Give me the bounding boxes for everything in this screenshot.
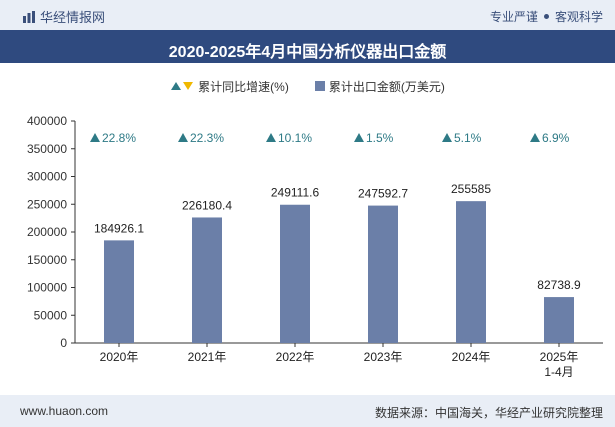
growth-up-triangle-icon xyxy=(442,133,452,142)
footer-banner xyxy=(0,395,615,427)
growth-up-triangle-icon xyxy=(90,133,100,142)
tagline-dot-icon xyxy=(543,14,549,19)
y-tick-label: 50000 xyxy=(34,308,68,322)
growth-up-triangle-icon xyxy=(178,133,188,142)
x-tick-label: 2023年 xyxy=(364,350,403,364)
title-bar xyxy=(0,30,615,63)
bar xyxy=(104,240,134,343)
bar-value-label: 82738.9 xyxy=(537,278,581,292)
footer-site: www.huaon.com xyxy=(20,404,109,418)
x-tick-label: 2021年 xyxy=(188,350,227,364)
x-tick-label: 2024年 xyxy=(452,350,491,364)
legend-label-growth: 累计同比增速(%) xyxy=(198,79,289,94)
growth-up-triangle-icon xyxy=(266,133,276,142)
brand-logo-icon xyxy=(23,10,35,23)
legend-label-export: 累计出口金额(万美元) xyxy=(328,79,445,94)
growth-up-triangle-icon xyxy=(530,133,540,142)
x-tick-label: 2022年 xyxy=(276,350,315,364)
bar xyxy=(280,204,310,343)
y-tick-label: 200000 xyxy=(27,225,67,239)
growth-value-label: 6.9% xyxy=(542,131,570,145)
x-tick-label: 1-4月 xyxy=(544,365,573,379)
tagline-right: 客观科学 xyxy=(554,10,603,24)
bar-value-label: 249111.6 xyxy=(271,186,320,200)
brand: 华经情报网 xyxy=(22,7,105,26)
bar-value-label: 184926.1 xyxy=(94,221,144,235)
legend-bar-swatch-icon xyxy=(314,81,325,91)
x-tick-label: 2020年 xyxy=(100,350,139,364)
bar-chart: 0 50000 100000 150000 200000 250000 300000 3500… xyxy=(27,114,603,379)
bar-value-label: 226180.4 xyxy=(182,198,232,212)
bar xyxy=(544,297,574,343)
bar xyxy=(456,201,486,343)
x-tick-label: 2025年 xyxy=(540,350,579,364)
y-tick-label: 150000 xyxy=(27,253,67,267)
y-tick-label: 100000 xyxy=(27,281,67,295)
bar-value-label: 255585 xyxy=(451,182,491,196)
bar xyxy=(192,217,222,343)
legend: 累计同比增速(%) 累计出口金额(万美元) xyxy=(0,76,615,96)
growth-value-label: 1.5% xyxy=(366,131,394,145)
growth-value-label: 10.1% xyxy=(278,131,312,145)
legend-up-down-triangle-icon xyxy=(171,82,194,90)
legend-item-growth: 累计同比增速(%) xyxy=(170,78,289,95)
growth-value-label: 22.8% xyxy=(102,131,136,145)
growth-up-triangle-icon xyxy=(354,133,364,142)
tagline-left: 专业严谨 xyxy=(489,10,538,24)
y-tick-label: 250000 xyxy=(27,197,67,211)
bar xyxy=(368,205,398,343)
footer-source: 数据来源：中国海关，华经产业研究院整理 xyxy=(374,406,603,420)
bar-value-label: 247592.7 xyxy=(358,187,408,201)
top-banner xyxy=(0,0,615,30)
growth-value-label: 22.3% xyxy=(190,131,224,145)
growth-value-label: 5.1% xyxy=(454,131,482,145)
legend-item-export: 累计出口金额(万美元) xyxy=(314,78,445,95)
y-tick-label: 400000 xyxy=(27,114,67,128)
y-tick-label: 0 xyxy=(60,336,67,350)
chart-title: 2020-2025年4月中国分析仪器出口金额 xyxy=(168,44,447,61)
y-tick-label: 300000 xyxy=(27,170,67,184)
brand-name: 华经情报网 xyxy=(40,10,106,25)
tagline: 专业严谨 客观科学 xyxy=(490,8,603,25)
y-tick-label: 350000 xyxy=(27,142,67,156)
